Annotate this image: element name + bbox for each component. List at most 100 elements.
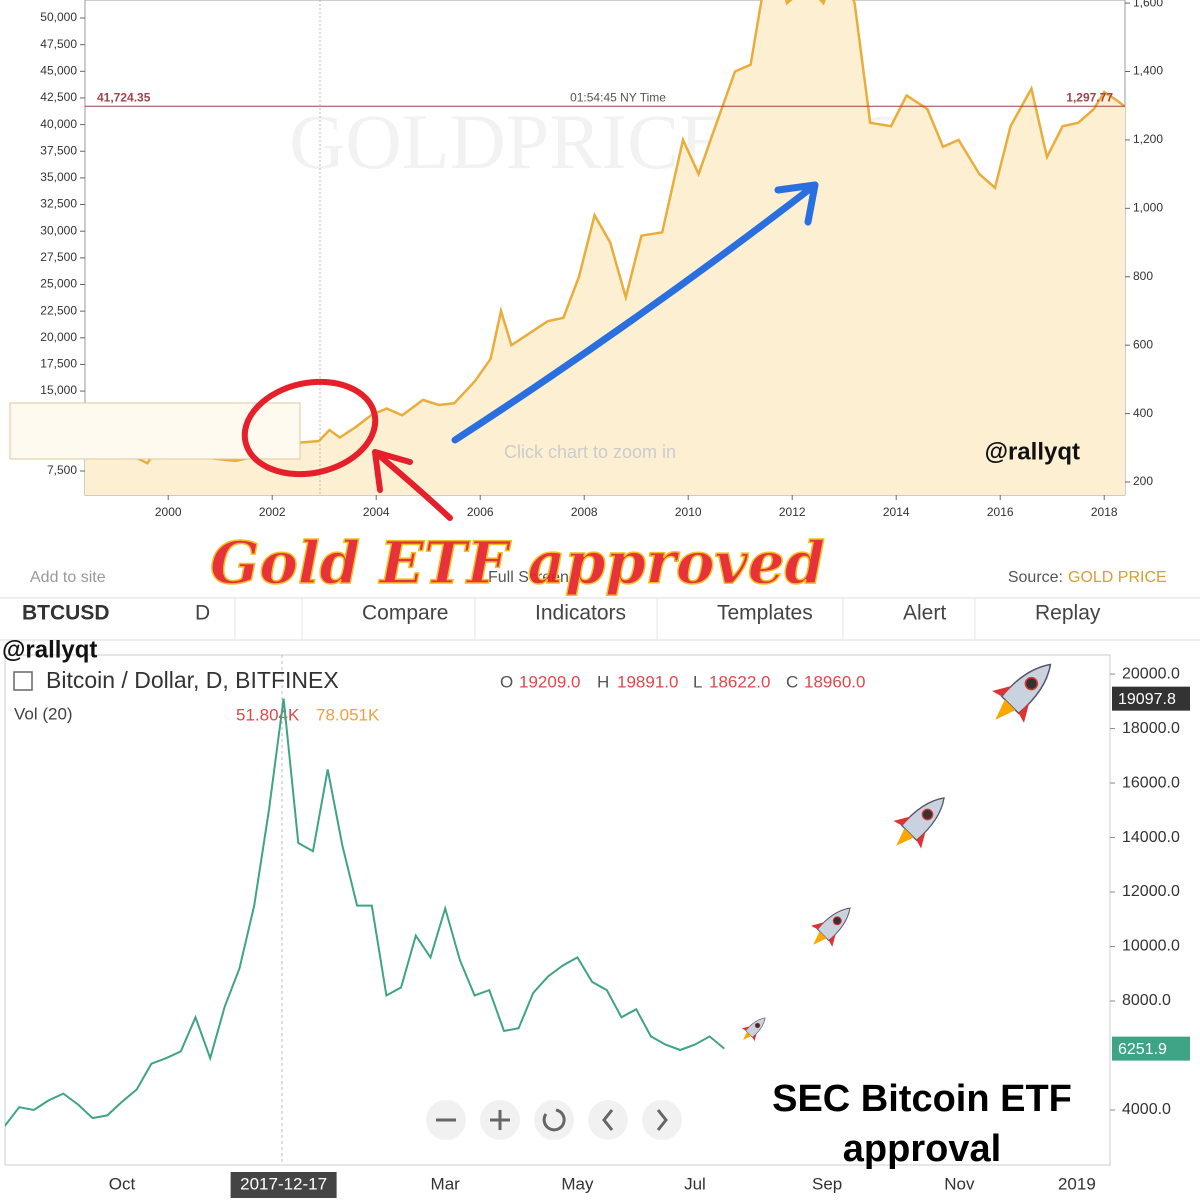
price-label-box xyxy=(1112,1036,1190,1061)
zoom-controls xyxy=(426,1100,682,1140)
y-tick-label: 18000.0 xyxy=(1122,720,1180,737)
price-label: 19097.8 xyxy=(1118,691,1176,708)
source-name: GOLD PRICE xyxy=(1068,569,1167,586)
rocket xyxy=(893,797,945,849)
y-tick-label: 25,000 xyxy=(40,277,77,291)
y-tick-label: 22,500 xyxy=(40,303,77,317)
toolbar-button[interactable]: Templates xyxy=(717,602,813,625)
y-tick-label: 8000.0 xyxy=(1122,992,1171,1009)
reset-button[interactable] xyxy=(534,1100,574,1140)
series-title: Bitcoin / Dollar, D, BITFINEX xyxy=(46,667,339,693)
area xyxy=(85,0,1125,495)
source-label: Source: xyxy=(1008,569,1063,586)
x-tick-label: 2014 xyxy=(883,505,910,519)
x-tick-label: 2004 xyxy=(363,505,390,519)
y2-tick-label: 1,400 xyxy=(1133,64,1163,78)
rocket xyxy=(741,1017,766,1042)
y2-tick-label: 1,200 xyxy=(1133,132,1163,146)
rocket xyxy=(811,907,851,947)
hint: Click chart to zoom in xyxy=(504,442,676,462)
y-tick-label: 15,000 xyxy=(40,383,77,397)
toolbar-button[interactable]: Replay xyxy=(1035,602,1101,625)
handle: @rallyqt xyxy=(2,636,97,663)
volume-value: 78.051K xyxy=(316,705,380,724)
y-tick-label: 42,500 xyxy=(40,90,77,104)
y-tick-label: 32,500 xyxy=(40,197,77,211)
y-tick-label: 30,000 xyxy=(40,223,77,237)
y-tick-label: 47,500 xyxy=(40,37,77,51)
x-tick-label: Oct xyxy=(109,1174,136,1193)
y-tick-label: 20,000 xyxy=(40,330,77,344)
btc-chart: BTCUSD D Compare Indicators Templates Alert Re… xyxy=(2,598,1190,1198)
caption: SEC Bitcoin ETF xyxy=(772,1078,1072,1120)
toolbar-button[interactable]: Alert xyxy=(903,602,946,625)
toolbar-button[interactable]: D xyxy=(195,602,210,625)
x-tick-label: 2000 xyxy=(155,505,182,519)
y2-tick-label: 400 xyxy=(1133,406,1153,420)
red-circle xyxy=(241,378,379,478)
y-tick-label: 4000.0 xyxy=(1122,1101,1171,1118)
caption: approval xyxy=(843,1128,1001,1170)
ohlc-value: 18960.0 xyxy=(804,672,865,691)
y-tick-label: 14000.0 xyxy=(1122,829,1180,846)
x-tick-label: Sep xyxy=(812,1174,842,1193)
gold-etf-annotation: Gold ETF approved xyxy=(210,529,825,597)
ohlc-value: 18622.0 xyxy=(709,672,770,691)
toolbar-button[interactable]: Compare xyxy=(362,602,448,625)
btc-plot-area xyxy=(4,654,1111,1166)
ohlc-value: H xyxy=(597,672,609,691)
ohlc-value: O xyxy=(500,672,513,691)
collapse-icon xyxy=(13,671,33,691)
x-tick-label: 2019 xyxy=(1058,1174,1096,1193)
footer-middle: Full Screen xyxy=(488,569,569,586)
x-tick-label: May xyxy=(561,1174,594,1193)
rocket xyxy=(992,663,1052,723)
symbol: BTCUSD xyxy=(22,602,110,625)
toolbar-button[interactable]: Indicators xyxy=(535,602,626,625)
plus-icon xyxy=(490,1110,510,1130)
x-tick-label: Mar xyxy=(431,1174,461,1193)
volume-value: 51.804K xyxy=(236,705,300,724)
y2-tick-label: 1,600 xyxy=(1133,0,1163,9)
blue-arrow xyxy=(451,181,819,444)
price-label-box xyxy=(1112,686,1190,711)
x-tick-label: 2002 xyxy=(259,505,286,519)
red-arrow xyxy=(372,449,453,521)
y2-tick-label: 1,000 xyxy=(1133,201,1163,215)
x-tick-label: 2012 xyxy=(779,505,806,519)
footer-left: Add to site xyxy=(30,569,106,586)
y-tick-label: 50,000 xyxy=(40,10,77,24)
crosshair-date-box xyxy=(230,1172,337,1198)
x-tick-label: 2017-12-17 xyxy=(240,1174,327,1193)
ohlc-value: 19891.0 xyxy=(617,672,678,691)
handle: @rallyqt xyxy=(985,438,1080,465)
y-tick-label: 35,000 xyxy=(40,170,77,184)
x-tick-label: 2006 xyxy=(467,505,494,519)
x-tick-label: Jul xyxy=(684,1174,706,1193)
x-tick-label: Nov xyxy=(944,1174,975,1193)
reset-icon xyxy=(542,1108,566,1132)
x-tick-label: 2008 xyxy=(571,505,598,519)
y-tick-label: 10000.0 xyxy=(1122,938,1180,955)
scroll-right-button[interactable] xyxy=(642,1100,682,1140)
ohlc-value: L xyxy=(693,672,702,691)
price-line xyxy=(5,698,725,1127)
y-tick-label: 27,500 xyxy=(40,250,77,264)
x-tick-label: 2016 xyxy=(987,505,1014,519)
y-tick-label: 45,000 xyxy=(40,63,77,77)
y-tick-label: 7,500 xyxy=(47,463,77,477)
volume-label: Vol (20) xyxy=(14,704,73,723)
reference-label: 41,724.35 xyxy=(97,90,151,104)
ohlc-value: C xyxy=(786,672,798,691)
scroll-left-button[interactable] xyxy=(588,1100,628,1140)
x-tick-label: 2018 xyxy=(1091,505,1118,519)
y-tick-label: 16000.0 xyxy=(1122,774,1180,791)
price-label: 6251.9 xyxy=(1118,1041,1167,1058)
x-tick-label: 2010 xyxy=(675,505,702,519)
left-icon xyxy=(602,1109,614,1131)
right-icon xyxy=(656,1109,668,1131)
y-tick-label: 17,500 xyxy=(40,357,77,371)
rockets xyxy=(741,663,1052,1042)
